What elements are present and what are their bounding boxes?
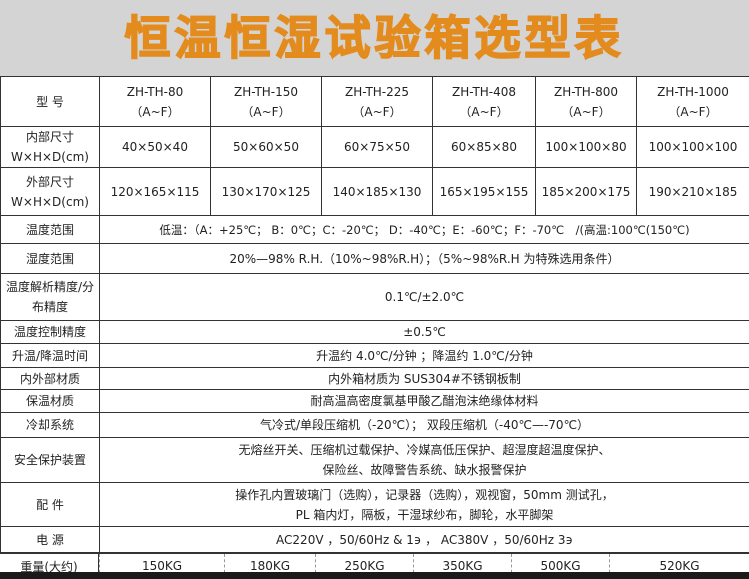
row-label: 外部尺寸 W×H×D(cm) (0, 167, 100, 216)
page-title: 恒温恒湿试验箱选型表 (124, 10, 625, 66)
inner-size-row: 内部尺寸 W×H×D(cm) 40×50×40 50×60×50 60×75×50… (0, 126, 749, 168)
spec-row: 温度控制精度 ±0.5℃ (0, 320, 749, 344)
row-label: 型 号 (0, 76, 100, 127)
weight-row: 重量(大约) 150KG 180KG 250KG 350KG 500KG 520… (0, 553, 749, 578)
spec-row: 温度范围 低温：（A：+25℃； B：0℃；C：-20℃； D：-40℃；E：-6… (0, 215, 749, 244)
model-cell: ZH-TH-225 （A~F） (321, 76, 433, 127)
row-label: 重量(大约) (0, 554, 99, 578)
value-cell: 520KG (609, 554, 749, 578)
row-label: 保温材质 (0, 389, 100, 413)
row-label: 温度控制精度 (0, 320, 100, 344)
model-row: 型 号 ZH-TH-80 （A~F） ZH-TH-150 （A~F） ZH-TH-2… (0, 76, 749, 127)
model-cell: ZH-TH-150 （A~F） (210, 76, 322, 127)
spec-row: 安全保护装置 无熔丝开关、压缩机过载保护、冷媒高低压保护、超湿度超温度保护、 保险丝… (0, 437, 749, 483)
value-cell: 130×170×125 (210, 167, 322, 216)
row-value: 20%—98% R.H.（10%~98%R.H）；（5%~98%R.H 为特殊选… (99, 243, 749, 274)
row-value: 气冷式/单段压缩机（-20℃）； 双段压缩机（-40℃—-70℃） (99, 412, 749, 438)
value-cell: 60×75×50 (321, 126, 433, 168)
spec-row: 配 件操作孔内置玻璃门（选购），记录器（选购），观视窗，50mm 测试孔， PL … (0, 482, 749, 527)
value-cell: 140×185×130 (321, 167, 433, 216)
value-cell: 40×50×40 (99, 126, 211, 168)
value-cell: 150KG (99, 554, 224, 578)
value-cell: 250KG (315, 554, 413, 578)
outer-size-row: 外部尺寸 W×H×D(cm) 120×165×115 130×170×125 14… (0, 167, 749, 216)
row-value: 内外箱材质为 SUS304#不锈钢板制 (99, 367, 749, 390)
row-value: AC220V ，50/60Hz & 1϶ ， AC380V ，50/60Hz 3… (99, 526, 749, 553)
value-cell: 500KG (511, 554, 609, 578)
row-label: 升温/降温时间 (0, 343, 100, 368)
spec-row: 升温/降温时间 升温约 4.0℃/分钟 ；降温约 1.0℃/分钟 (0, 343, 749, 368)
row-value: 低温：（A：+25℃； B：0℃；C：-20℃； D：-40℃；E：-60℃；F… (99, 215, 749, 244)
value-cell: 100×100×100 (636, 126, 749, 168)
spec-table: 型 号 ZH-TH-80 （A~F） ZH-TH-150 （A~F） ZH-TH-2… (0, 76, 749, 578)
row-value: 升温约 4.0℃/分钟 ；降温约 1.0℃/分钟 (99, 343, 749, 368)
value-cell: 190×210×185 (636, 167, 749, 216)
spec-row: 温度解析精度/分布精度 0.1℃/±2.0℃ (0, 273, 749, 321)
row-label: 温度解析精度/分布精度 (0, 273, 100, 321)
value-cell: 50×60×50 (210, 126, 322, 168)
value-cell: 180KG (224, 554, 315, 578)
model-cell: ZH-TH-408 （A~F） (432, 76, 536, 127)
row-label: 湿度范围 (0, 243, 100, 274)
model-cell: ZH-TH-800 （A~F） (535, 76, 637, 127)
row-value: 无熔丝开关、压缩机过载保护、冷媒高低压保护、超湿度超温度保护、 保险丝、故障警告系… (99, 437, 749, 483)
spec-row: 电 源 AC220V ，50/60Hz & 1϶ ， AC380V ，50/60H… (0, 526, 749, 553)
value-cell: 185×200×175 (535, 167, 637, 216)
model-cell: ZH-TH-1000 （A~F） (636, 76, 749, 127)
row-value: ±0.5℃ (99, 320, 749, 344)
spec-row: 冷却系统 气冷式/单段压缩机（-20℃）； 双段压缩机（-40℃—-70℃） (0, 412, 749, 438)
row-label: 内部尺寸 W×H×D(cm) (0, 126, 100, 168)
value-cell: 60×85×80 (432, 126, 536, 168)
spec-row: 保温材质 耐高温高密度氯基甲酸乙醋泡沫绝缘体材料 (0, 389, 749, 413)
model-cell: ZH-TH-80 （A~F） (99, 76, 211, 127)
spec-row: 内外部材质 内外箱材质为 SUS304#不锈钢板制 (0, 367, 749, 390)
row-label: 温度范围 (0, 215, 100, 244)
value-cell: 350KG (413, 554, 511, 578)
value-cell: 165×195×155 (432, 167, 536, 216)
row-value: 耐高温高密度氯基甲酸乙醋泡沫绝缘体材料 (99, 389, 749, 413)
spec-row: 湿度范围 20%—98% R.H.（10%~98%R.H）；（5%~98%R.H … (0, 243, 749, 274)
value-cell: 120×165×115 (99, 167, 211, 216)
row-label: 配 件 (0, 482, 100, 527)
value-cell: 100×100×80 (535, 126, 637, 168)
row-value: 操作孔内置玻璃门（选购），记录器（选购），观视窗，50mm 测试孔， PL 箱内灯… (99, 482, 749, 527)
row-label: 冷却系统 (0, 412, 100, 438)
row-label: 电 源 (0, 526, 100, 553)
bottom-bar (0, 572, 749, 579)
row-value: 0.1℃/±2.0℃ (99, 273, 749, 321)
row-label: 内外部材质 (0, 367, 100, 390)
row-label: 安全保护装置 (0, 437, 100, 483)
